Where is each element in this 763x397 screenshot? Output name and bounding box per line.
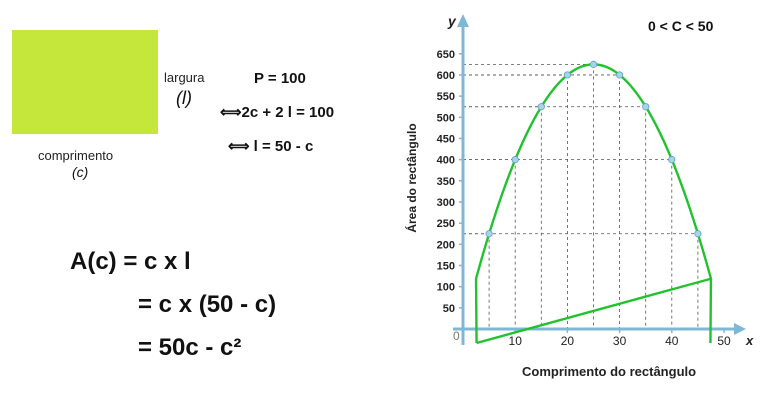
y-tick-label: 300 [437, 197, 455, 209]
data-point [694, 230, 702, 238]
data-point [642, 103, 650, 111]
y-tick-label: 500 [437, 112, 455, 124]
y-tick-label: 600 [437, 70, 455, 82]
perimeter-equation-1: P = 100 [254, 70, 306, 87]
width-label: largura [164, 70, 205, 85]
width-symbol: (l) [176, 88, 192, 108]
y-tick-label: 550 [437, 91, 455, 103]
data-point [589, 60, 598, 68]
y-tick-label: 150 [437, 260, 455, 272]
data-point [563, 71, 572, 79]
domain-condition: 0 < C < 50 [648, 18, 714, 34]
length-symbol: (c) [72, 164, 89, 180]
data-point [615, 71, 624, 79]
origin-label: 0 [453, 329, 460, 343]
x-tick-label: 10 [509, 334, 523, 348]
x-axis-title: Comprimento do rectângulo [522, 364, 696, 379]
length-symbol-letter: c [76, 164, 84, 180]
x-axis-arrow [734, 323, 746, 335]
x-tick-label: 30 [613, 334, 627, 348]
x-tick-label: 50 [717, 334, 731, 348]
area-formula-line-3: = 50c - c² [138, 334, 242, 361]
y-tick-label: 450 [437, 133, 455, 145]
data-point [537, 103, 545, 111]
data-point [511, 156, 519, 164]
perimeter-equation-2: ⟺2c + 2 l = 100 [220, 104, 335, 121]
perimeter-equation-3: ⟺ l = 50 - c [228, 138, 314, 155]
area-formula-line-1: A(c) = c x l [70, 248, 191, 275]
y-tick-label: 400 [437, 155, 455, 167]
width-symbol-letter: l [182, 88, 186, 108]
area-formula-line-2: = c x (50 - c) [138, 291, 277, 318]
x-tick-label: 40 [665, 334, 679, 348]
y-tick-label: 250 [437, 218, 455, 230]
y-tick-label: 350 [437, 176, 455, 188]
y-axis-letter: y [447, 13, 457, 29]
y-tick-label: 200 [437, 239, 455, 251]
y-axis-title: Área do rectângulo [404, 123, 419, 232]
rectangle-shape [12, 30, 158, 134]
y-tick-label: 100 [437, 282, 455, 294]
length-label: comprimento [38, 148, 114, 163]
x-tick-label: 20 [561, 334, 575, 348]
data-point [668, 156, 676, 164]
data-point [485, 230, 493, 238]
y-tick-label: 650 [437, 49, 455, 61]
x-axis-letter: x [745, 333, 754, 348]
y-axis-arrow [457, 14, 469, 27]
y-tick-label: 50 [443, 303, 455, 315]
